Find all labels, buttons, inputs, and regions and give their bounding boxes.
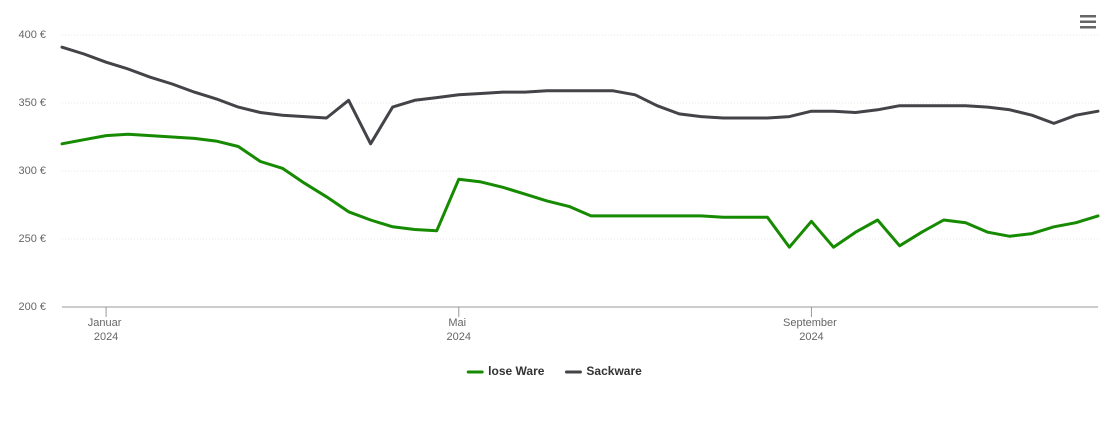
series-line	[60, 45, 1100, 146]
x-tick-label-line: 2024	[799, 331, 823, 343]
menu-icon-bar	[1080, 15, 1096, 18]
menu-button[interactable]	[1078, 12, 1098, 32]
legend-item: Sackware	[564, 364, 642, 378]
y-tick-label: 200 €	[18, 301, 46, 313]
x-tick-label-line: 2024	[94, 331, 118, 343]
legend-label: lose Ware	[488, 364, 545, 378]
x-tick-label-line: Januar	[88, 317, 125, 329]
x-tick-label: Januar 2024	[88, 317, 125, 343]
legend-item: lose Ware	[466, 364, 545, 378]
series-line	[60, 132, 1100, 249]
x-tick-label-line: 2024	[447, 331, 471, 343]
legend: lose Ware Sackware	[466, 364, 642, 378]
x-tick-label-line: Mai	[448, 317, 469, 329]
x-tick-label: September 2024	[783, 317, 840, 343]
legend-label: Sackware	[586, 364, 642, 378]
y-tick-label: 250 €	[18, 233, 46, 245]
x-tick-label: Mai 2024	[447, 317, 471, 343]
y-tick-label: 300 €	[18, 165, 46, 177]
menu-icon-bar	[1080, 26, 1096, 29]
y-tick-label: 350 €	[18, 97, 46, 109]
y-tick-label: 400 €	[18, 29, 46, 41]
menu-icon-bar	[1080, 20, 1096, 23]
x-tick-label-line: September	[783, 317, 840, 329]
